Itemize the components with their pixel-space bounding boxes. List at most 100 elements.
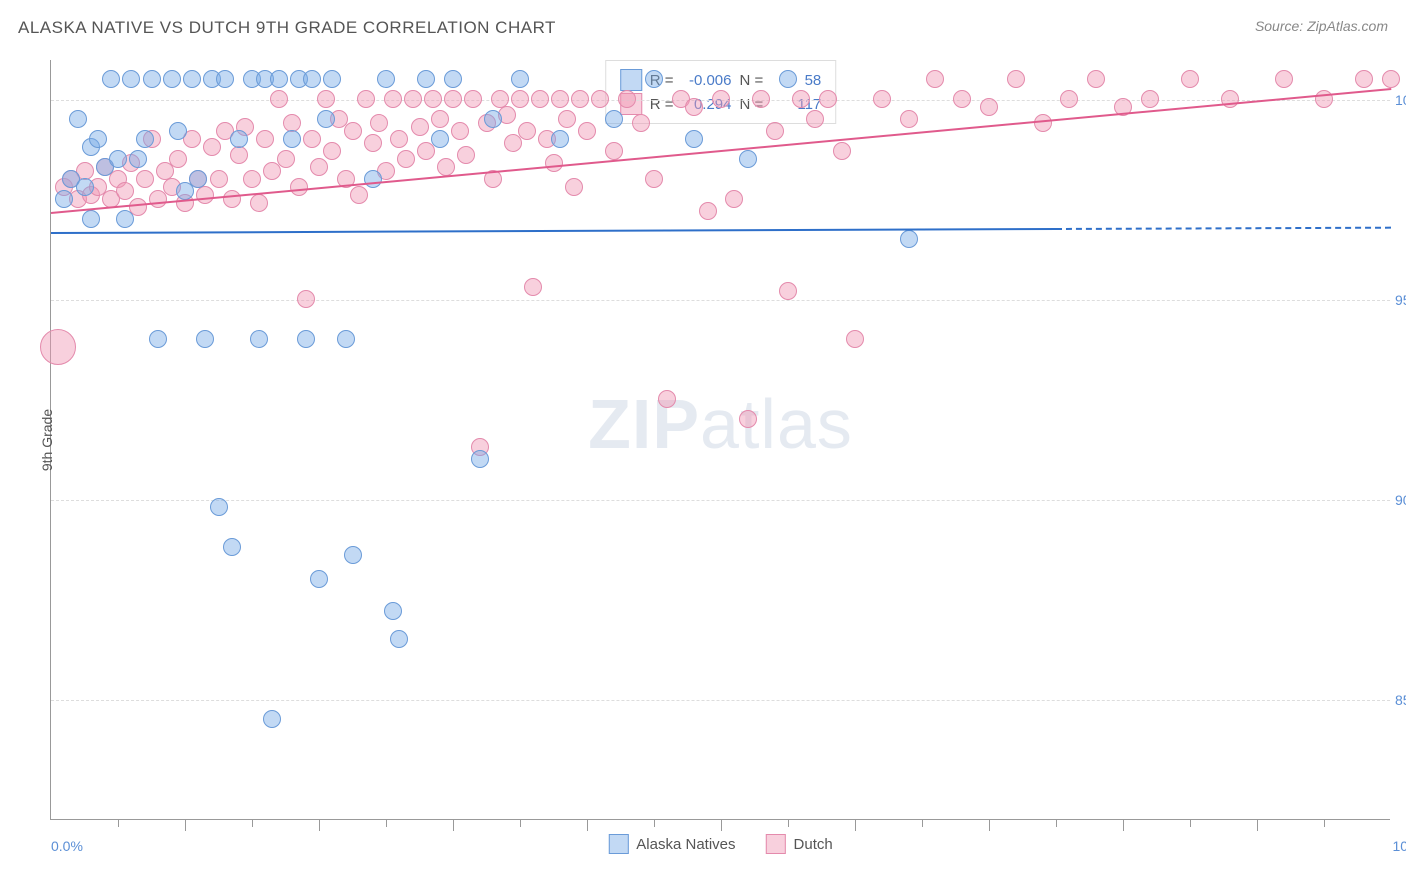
scatter-point-dutch xyxy=(210,170,228,188)
chart-source: Source: ZipAtlas.com xyxy=(1255,18,1388,34)
scatter-point-alaska xyxy=(76,178,94,196)
scatter-point-alaska xyxy=(122,70,140,88)
scatter-point-dutch xyxy=(303,130,321,148)
scatter-point-alaska xyxy=(417,70,435,88)
stats-swatch-alaska xyxy=(620,69,642,91)
scatter-point-alaska xyxy=(149,330,167,348)
watermark-suffix: atlas xyxy=(700,385,853,463)
scatter-point-alaska xyxy=(431,130,449,148)
y-tick-label: 85.0% xyxy=(1395,692,1406,708)
scatter-point-dutch xyxy=(900,110,918,128)
stats-n-label: N = xyxy=(740,72,764,89)
scatter-point-alaska xyxy=(109,150,127,168)
scatter-point-alaska xyxy=(102,70,120,88)
scatter-point-alaska xyxy=(116,210,134,228)
x-tick-minor xyxy=(1324,819,1325,827)
legend-swatch-alaska xyxy=(608,834,628,854)
legend-label-alaska: Alaska Natives xyxy=(636,836,735,853)
scatter-point-alaska xyxy=(297,330,315,348)
scatter-point-alaska xyxy=(82,210,100,228)
grid-line xyxy=(51,300,1390,301)
y-tick-label: 90.0% xyxy=(1395,492,1406,508)
scatter-point-alaska xyxy=(317,110,335,128)
scatter-point-dutch xyxy=(364,134,382,152)
scatter-point-dutch xyxy=(806,110,824,128)
scatter-point-dutch xyxy=(752,90,770,108)
scatter-point-dutch xyxy=(116,182,134,200)
scatter-point-dutch xyxy=(203,138,221,156)
scatter-point-dutch xyxy=(980,98,998,116)
legend-item-dutch: Dutch xyxy=(766,834,833,854)
scatter-point-dutch xyxy=(1007,70,1025,88)
plot-area: 9th Grade ZIPatlas R = -0.006 N = 58 R =… xyxy=(50,60,1390,820)
scatter-point-dutch xyxy=(370,114,388,132)
scatter-point-dutch xyxy=(846,330,864,348)
x-tick-major xyxy=(1257,819,1258,831)
stats-r-label-2: R = xyxy=(650,96,674,113)
scatter-point-dutch xyxy=(464,90,482,108)
scatter-point-dutch xyxy=(323,142,341,160)
scatter-point-dutch xyxy=(766,122,784,140)
scatter-point-dutch xyxy=(411,118,429,136)
scatter-point-dutch xyxy=(397,150,415,168)
scatter-point-dutch xyxy=(297,290,315,308)
scatter-point-dutch xyxy=(645,170,663,188)
scatter-point-dutch xyxy=(404,90,422,108)
scatter-point-dutch xyxy=(725,190,743,208)
x-tick-major xyxy=(587,819,588,831)
scatter-point-dutch xyxy=(1181,70,1199,88)
scatter-point-dutch xyxy=(792,90,810,108)
x-tick-minor xyxy=(118,819,119,827)
scatter-point-dutch xyxy=(223,190,241,208)
y-tick-label: 95.0% xyxy=(1395,292,1406,308)
scatter-point-alaska xyxy=(230,130,248,148)
x-tick-minor xyxy=(1056,819,1057,827)
legend-swatch-dutch xyxy=(766,834,786,854)
scatter-point-dutch xyxy=(545,154,563,172)
scatter-point-alaska xyxy=(303,70,321,88)
scatter-point-alaska xyxy=(263,710,281,728)
scatter-point-alaska xyxy=(323,70,341,88)
scatter-point-dutch xyxy=(424,90,442,108)
scatter-point-dutch xyxy=(1355,70,1373,88)
scatter-point-alaska xyxy=(551,130,569,148)
scatter-point-alaska xyxy=(169,122,187,140)
scatter-point-dutch xyxy=(250,194,268,212)
scatter-point-dutch xyxy=(833,142,851,160)
scatter-point-alaska xyxy=(89,130,107,148)
x-tick-minor xyxy=(252,819,253,827)
y-tick-label: 100.0% xyxy=(1395,92,1406,108)
scatter-point-dutch xyxy=(457,146,475,164)
scatter-point-dutch xyxy=(390,130,408,148)
scatter-point-dutch xyxy=(551,90,569,108)
scatter-point-dutch xyxy=(290,178,308,196)
scatter-point-dutch xyxy=(357,90,375,108)
scatter-point-alaska xyxy=(250,330,268,348)
scatter-point-dutch xyxy=(169,150,187,168)
trend-line-dashed-alaska xyxy=(1056,227,1391,230)
x-axis-label-max: 100.0% xyxy=(1393,838,1406,854)
scatter-point-dutch xyxy=(511,90,529,108)
scatter-point-dutch xyxy=(739,410,757,428)
scatter-point-dutch xyxy=(699,202,717,220)
scatter-point-alaska xyxy=(216,70,234,88)
scatter-point-alaska xyxy=(739,150,757,168)
scatter-point-dutch xyxy=(310,158,328,176)
scatter-point-dutch xyxy=(451,122,469,140)
scatter-point-dutch xyxy=(1087,70,1105,88)
x-tick-minor xyxy=(1190,819,1191,827)
scatter-point-alaska xyxy=(511,70,529,88)
scatter-point-alaska xyxy=(55,190,73,208)
x-tick-major xyxy=(989,819,990,831)
legend-label-dutch: Dutch xyxy=(794,836,833,853)
scatter-point-dutch xyxy=(196,186,214,204)
bottom-legend: Alaska Natives Dutch xyxy=(608,834,832,854)
scatter-point-dutch xyxy=(658,390,676,408)
scatter-point-alaska xyxy=(484,110,502,128)
scatter-point-dutch xyxy=(437,158,455,176)
scatter-point-alaska xyxy=(605,110,623,128)
scatter-point-dutch xyxy=(618,90,636,108)
scatter-point-dutch xyxy=(136,170,154,188)
scatter-point-alaska xyxy=(223,538,241,556)
scatter-point-alaska xyxy=(136,130,154,148)
